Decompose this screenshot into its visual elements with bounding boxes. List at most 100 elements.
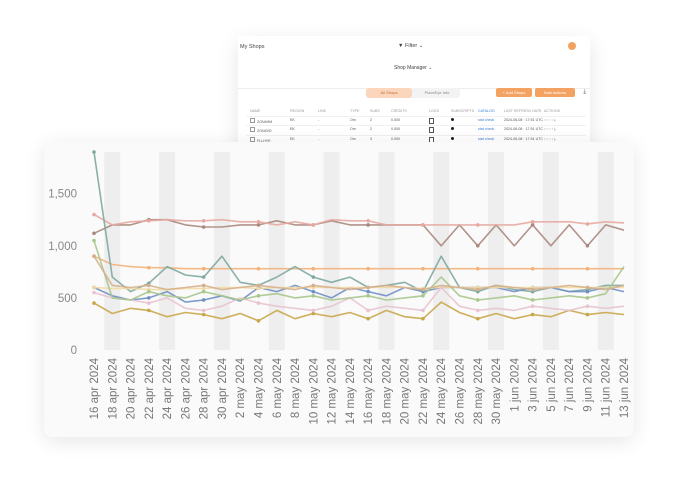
shop-manager-dropdown[interactable]: Shop Manager ⌄: [394, 65, 432, 71]
column-header[interactable]: SUBS: [370, 109, 380, 113]
data-point[interactable]: [366, 316, 370, 321]
data-point[interactable]: [421, 266, 425, 271]
data-point[interactable]: [530, 304, 535, 309]
download-icon[interactable]: ⤓: [583, 89, 586, 95]
refresh-icon[interactable]: ◌: [548, 118, 551, 123]
data-point[interactable]: [201, 218, 206, 223]
series-line-0[interactable]: [93, 218, 625, 247]
column-header[interactable]: LOGS: [429, 109, 439, 113]
catalog-link[interactable]: stat check: [478, 118, 495, 123]
data-point[interactable]: [147, 289, 151, 294]
data-point[interactable]: [585, 243, 590, 248]
data-point[interactable]: [530, 287, 535, 292]
edit-icon[interactable]: ▫: [546, 118, 548, 123]
column-header[interactable]: SUBSCRIPTS: [451, 109, 474, 113]
data-point[interactable]: [530, 312, 535, 317]
data-point[interactable]: [201, 225, 206, 229]
catalog-link[interactable]: stat check: [478, 127, 495, 132]
download-icon[interactable]: ⤓: [553, 127, 556, 132]
data-point[interactable]: [201, 298, 206, 302]
catalog-link[interactable]: stat check: [478, 136, 495, 141]
data-point[interactable]: [311, 266, 316, 271]
data-point[interactable]: [147, 283, 151, 288]
data-point[interactable]: [311, 289, 316, 294]
document-icon[interactable]: [429, 127, 434, 134]
data-point[interactable]: [311, 308, 316, 313]
column-header[interactable]: CATALOG: [478, 109, 495, 113]
data-point[interactable]: [421, 287, 425, 292]
data-point[interactable]: [530, 220, 535, 224]
data-point[interactable]: [201, 275, 206, 279]
column-header[interactable]: NAME: [250, 109, 261, 113]
data-point[interactable]: [92, 254, 96, 259]
column-header[interactable]: LAST REFRESH DATE: [504, 109, 542, 113]
bulk-actions-button[interactable]: Bulk Actions: [535, 88, 575, 97]
series-line-3[interactable]: [93, 151, 624, 293]
data-point[interactable]: [256, 220, 261, 224]
data-point[interactable]: [585, 312, 590, 317]
series-line-6[interactable]: [93, 301, 625, 322]
data-point[interactable]: [92, 212, 96, 217]
data-point[interactable]: [366, 218, 370, 223]
data-point[interactable]: [530, 223, 535, 227]
data-point[interactable]: [475, 243, 480, 248]
data-point[interactable]: [201, 283, 206, 288]
data-point[interactable]: [147, 308, 151, 313]
info-icon[interactable]: ◦: [551, 118, 553, 123]
series-line-8[interactable]: [93, 240, 625, 301]
data-point[interactable]: [421, 308, 425, 313]
data-point[interactable]: [256, 266, 261, 271]
data-point[interactable]: [366, 308, 370, 313]
data-point[interactable]: [201, 286, 206, 291]
data-point[interactable]: [147, 265, 151, 270]
data-point[interactable]: [201, 312, 206, 317]
data-point[interactable]: [147, 218, 151, 223]
data-point[interactable]: [311, 283, 316, 288]
data-point[interactable]: [311, 294, 316, 298]
data-point[interactable]: [147, 296, 151, 300]
edit-icon[interactable]: ▫: [546, 136, 548, 141]
add-shops-button[interactable]: + Add Shops: [496, 88, 532, 97]
data-point[interactable]: [311, 223, 316, 227]
data-point[interactable]: [475, 308, 480, 313]
data-point[interactable]: [311, 275, 316, 279]
series-line-5[interactable]: [93, 286, 624, 291]
data-point[interactable]: [585, 222, 590, 226]
data-point[interactable]: [147, 301, 151, 305]
data-point[interactable]: [311, 311, 316, 316]
series-line-7[interactable]: [93, 286, 625, 312]
data-point[interactable]: [256, 319, 261, 323]
tab-all-shops[interactable]: All Shops: [366, 88, 412, 98]
data-point[interactable]: [475, 316, 480, 321]
data-point[interactable]: [585, 285, 590, 290]
row-checkbox[interactable]: [250, 136, 255, 142]
data-point[interactable]: [366, 289, 370, 294]
data-point[interactable]: [256, 294, 261, 298]
data-point[interactable]: [256, 223, 261, 227]
data-point[interactable]: [92, 150, 96, 154]
data-point[interactable]: [475, 266, 480, 271]
filter-button[interactable]: ▼ Filter ⌄: [398, 43, 423, 49]
data-point[interactable]: [92, 301, 96, 305]
row-checkbox[interactable]: [250, 127, 255, 133]
data-point[interactable]: [256, 286, 261, 291]
download-icon[interactable]: ⤓: [553, 118, 556, 123]
data-point[interactable]: [585, 266, 590, 271]
data-point[interactable]: [585, 304, 590, 309]
data-point[interactable]: [92, 231, 96, 236]
tab-placeeye-info[interactable]: PlaceEye Info: [424, 90, 450, 95]
data-point[interactable]: [201, 308, 206, 313]
info-icon[interactable]: ◦: [551, 127, 553, 132]
data-point[interactable]: [256, 283, 261, 288]
column-header[interactable]: REGION: [290, 109, 305, 113]
info-icon[interactable]: ◦: [551, 136, 553, 141]
table-row[interactable]: ZON4VD EK - Om 2 0.000 stat check 2024-06-08 · …: [246, 126, 586, 136]
data-point[interactable]: [366, 294, 370, 298]
refresh-icon[interactable]: ◌: [548, 127, 551, 132]
data-point[interactable]: [92, 285, 96, 290]
data-point[interactable]: [421, 223, 425, 227]
edit-icon[interactable]: ▫: [546, 127, 548, 132]
column-header[interactable]: TYPE: [350, 109, 360, 113]
data-point[interactable]: [256, 301, 261, 305]
data-point[interactable]: [475, 298, 480, 302]
